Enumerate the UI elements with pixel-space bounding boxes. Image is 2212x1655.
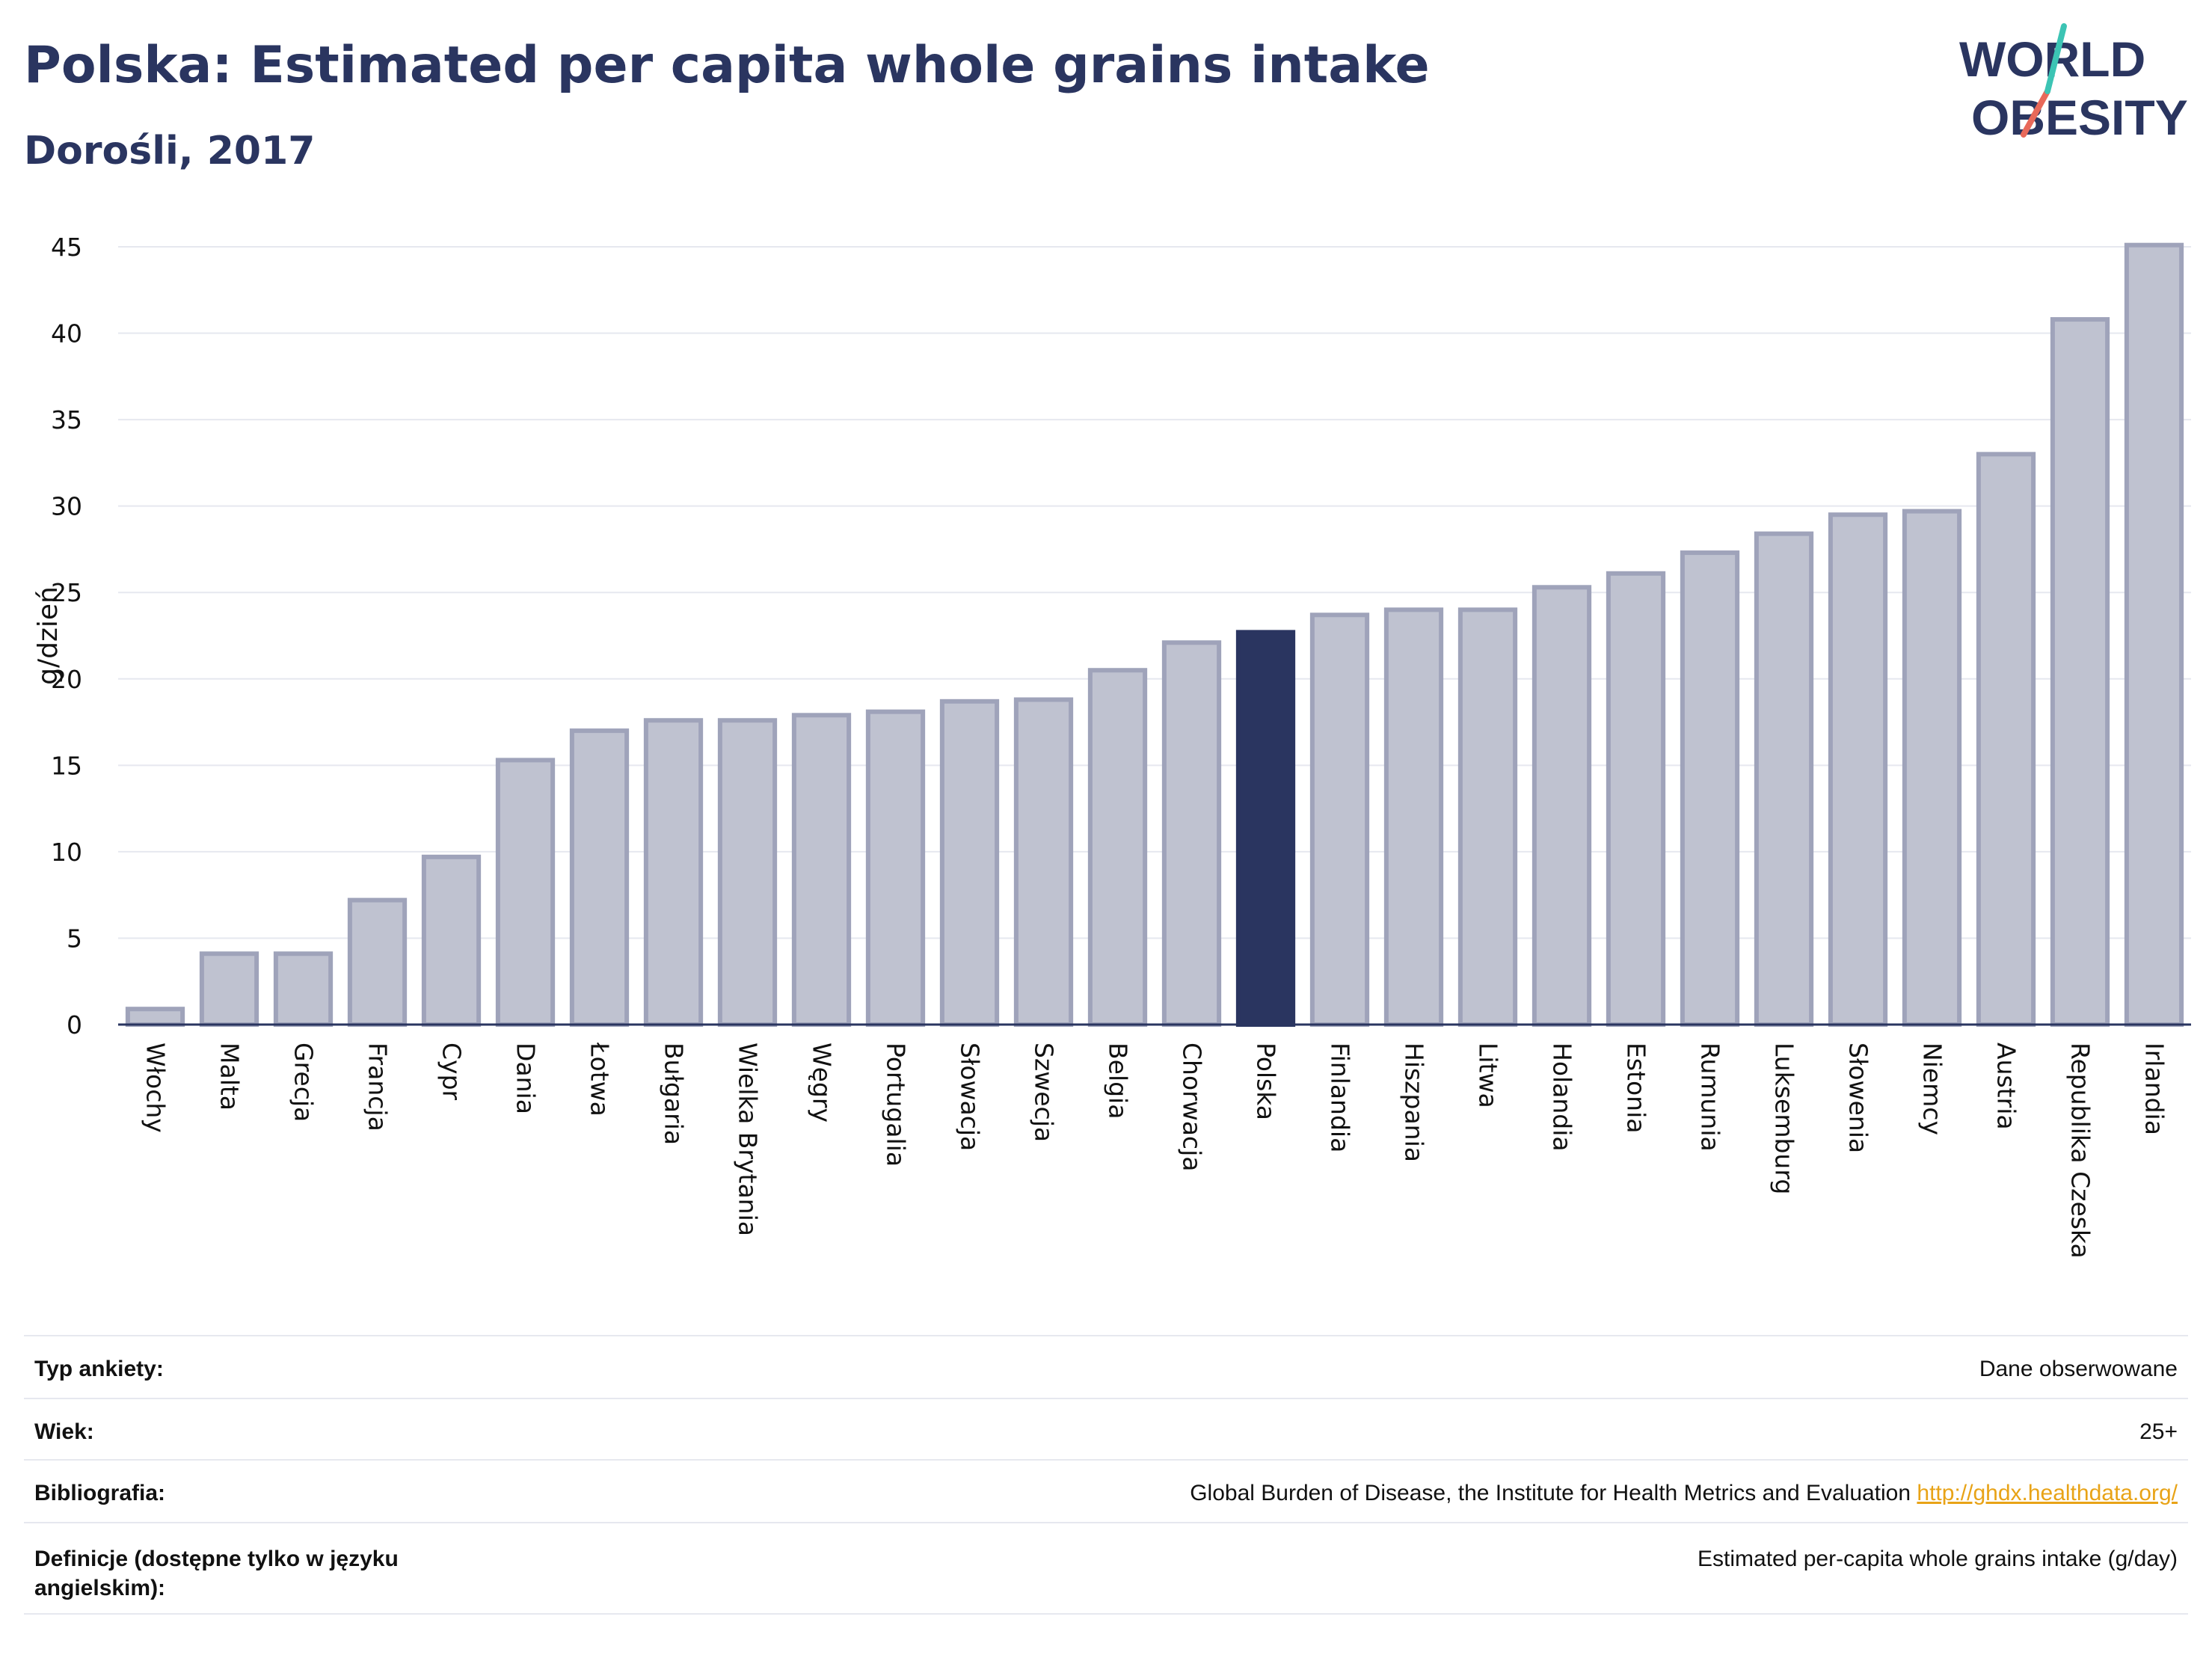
bar: [1457, 607, 1518, 1027]
x-tick-label: Wielka Brytania: [734, 1043, 763, 1236]
y-tick-label: 5: [67, 924, 82, 953]
x-tick-label: Estonia: [1622, 1043, 1651, 1133]
x-tick-label: Belgia: [1104, 1043, 1133, 1119]
bar-chart: 0 5 10 15 20 25 30 35 40 45 g/dzień Włochy Malta Grec…: [33, 233, 2191, 1259]
info-label: Wiek:: [34, 1419, 94, 1444]
y-tick-label: 10: [51, 838, 82, 867]
x-tick-label: Polska: [1252, 1043, 1281, 1120]
bar: [643, 718, 704, 1027]
info-row-bibliography: Bibliografia: Global Burden of Disease, …: [24, 1459, 2188, 1522]
info-row-survey-type: Typ ankiety: Dane obserwowane: [24, 1335, 2188, 1398]
bar: [1087, 668, 1148, 1027]
x-tick-label: Włochy: [141, 1043, 170, 1133]
x-tick-label: Hiszpania: [1400, 1043, 1429, 1162]
bar: [1606, 571, 1666, 1027]
x-tick-label: Francja: [363, 1043, 393, 1132]
x-tick-label: Cypr: [437, 1043, 467, 1101]
bar: [2050, 317, 2110, 1028]
info-row-definitions: Definicje (dostępne tylko w języku angie…: [24, 1522, 2188, 1615]
y-tick-label: 20: [51, 665, 82, 694]
x-tick-label: Bułgaria: [660, 1043, 689, 1145]
bar: [199, 951, 259, 1027]
x-tick-label: Holandia: [1548, 1043, 1577, 1152]
x-tick-label: Chorwacja: [1178, 1043, 1207, 1171]
x-tick-label: Rumunia: [1696, 1043, 1725, 1152]
bar: [1680, 550, 1740, 1027]
x-tick-label: Luksemburg: [1770, 1043, 1799, 1194]
bar: [791, 713, 852, 1027]
info-value: 25+: [2139, 1419, 2178, 1444]
x-tick-label: Grecja: [289, 1043, 319, 1122]
bar: [273, 951, 334, 1027]
y-tick-label: 35: [51, 405, 82, 435]
x-tick-label: Litwa: [1474, 1043, 1503, 1108]
bar: [1383, 607, 1444, 1027]
source-link[interactable]: http://ghdx.healthdata.org/: [1917, 1481, 2178, 1505]
y-tick-label: 15: [51, 751, 82, 780]
bar: [865, 709, 926, 1027]
page-title: Polska: Estimated per capita whole grain…: [24, 36, 1430, 95]
info-value: Global Burden of Disease, the Institute …: [1190, 1481, 1911, 1505]
logo-slash-bottom: [2021, 88, 2050, 138]
info-label: Typ ankiety:: [34, 1357, 164, 1381]
bar: [569, 728, 630, 1027]
x-tick-label: Finlandia: [1326, 1043, 1355, 1152]
bar: [717, 718, 778, 1027]
bar: [495, 758, 556, 1028]
bar: [1828, 512, 1888, 1027]
bar: [125, 1007, 185, 1027]
x-tick-label: Austria: [1992, 1043, 2021, 1130]
y-tick-label: 0: [67, 1010, 82, 1040]
x-tick-label: Łotwa: [586, 1042, 615, 1117]
info-label: Bibliografia:: [34, 1481, 166, 1505]
bar: [421, 854, 482, 1028]
info-row-age: Wiek: 25+: [24, 1398, 2188, 1459]
x-tick-label: Niemcy: [1918, 1043, 1947, 1135]
y-tick-label: 25: [51, 578, 82, 607]
bar: [1309, 612, 1370, 1027]
x-tick-label: Irlandia: [2140, 1043, 2169, 1135]
bar: [939, 698, 1000, 1027]
y-axis-label: g/dzień: [33, 586, 64, 685]
bar: [1902, 509, 1962, 1027]
page-subtitle: Dorośli, 2017: [24, 129, 316, 174]
y-tick-label: 40: [51, 319, 82, 348]
x-tick-label: Słowenia: [1844, 1043, 1873, 1153]
bar: [1531, 585, 1592, 1027]
bar: [2124, 242, 2184, 1028]
info-value-wrap: Global Burden of Disease, the Institute …: [1190, 1479, 2178, 1508]
x-tick-label: Szwecja: [1030, 1043, 1059, 1142]
y-tick-label: 45: [51, 233, 82, 262]
bar: [1976, 452, 2036, 1027]
world-obesity-logo: WORLD OBESITY: [1959, 23, 2188, 145]
logo-slash-top: [2044, 23, 2067, 94]
x-tick-label: Malta: [215, 1043, 245, 1111]
info-value: Estimated per-capita whole grains intake…: [1698, 1547, 2178, 1571]
x-tick-label: Słowacja: [956, 1043, 985, 1151]
info-label: Definicje (dostępne tylko w języku angie…: [34, 1547, 399, 1600]
logo-line-2: OBESITY: [1971, 90, 2188, 145]
bar: [1013, 697, 1074, 1027]
info-table: Typ ankiety: Dane obserwowane Wiek: 25+ …: [24, 1335, 2188, 1615]
y-tick-label: 30: [51, 492, 82, 521]
info-value: Dane obserwowane: [1979, 1357, 2178, 1381]
x-tick-label: Portugalia: [882, 1043, 911, 1167]
x-tick-label: Republika Czeska: [2066, 1043, 2095, 1259]
bar: [347, 897, 408, 1027]
bar: [1754, 531, 1814, 1027]
x-tick-label: Dania: [511, 1043, 541, 1114]
bar: [1235, 630, 1296, 1027]
bar: [1161, 640, 1222, 1027]
x-tick-label: Węgry: [808, 1043, 837, 1123]
